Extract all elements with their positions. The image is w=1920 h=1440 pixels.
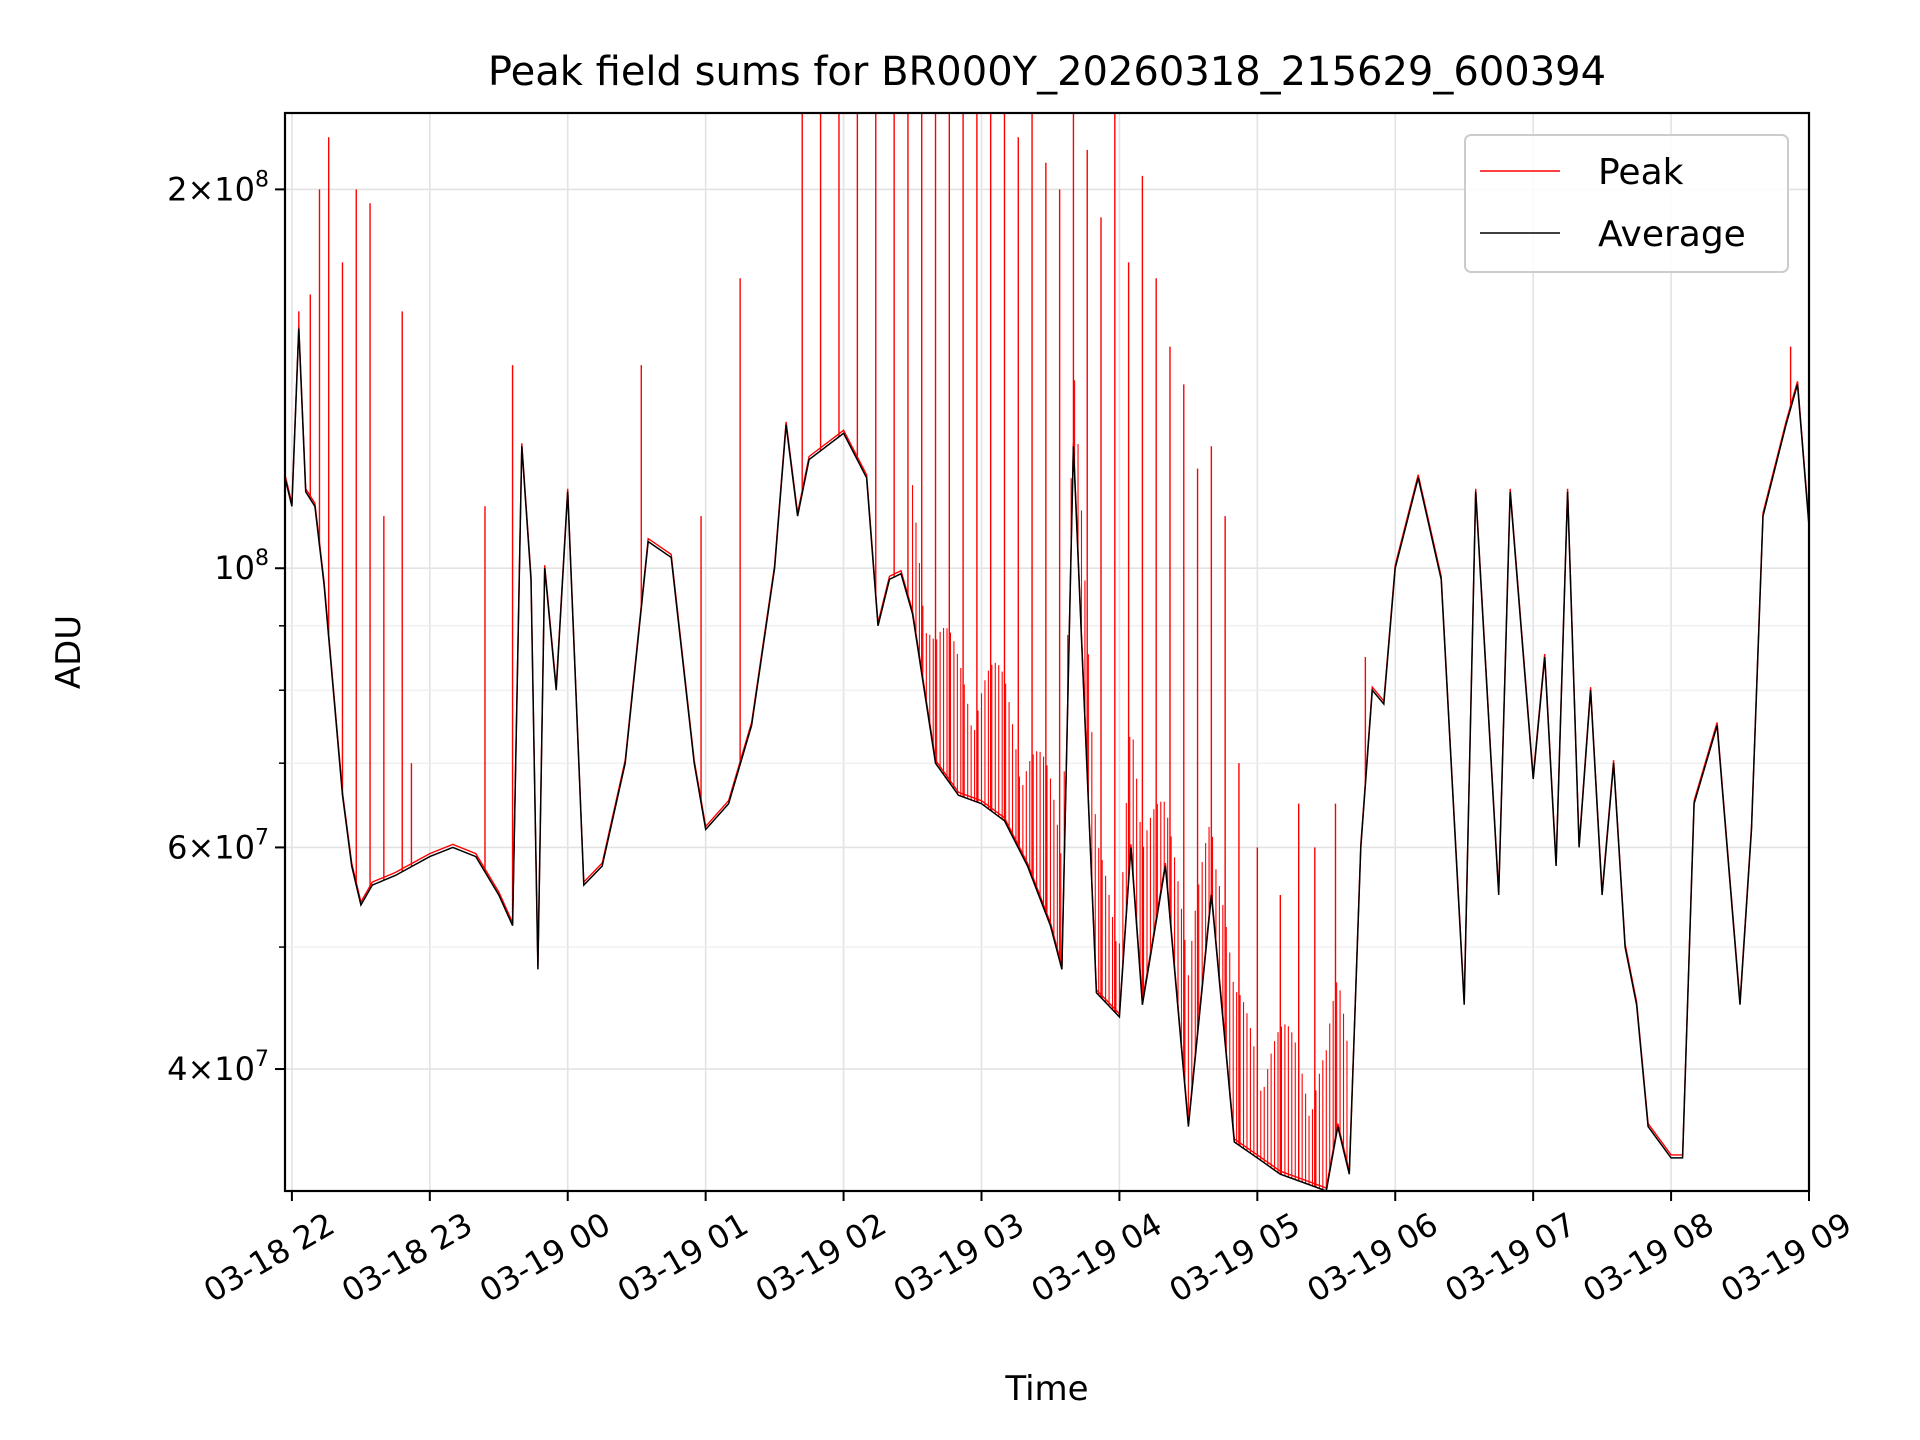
legend-box <box>1464 134 1789 273</box>
average-series-line <box>285 328 1809 1191</box>
chart-title: Peak field sums for BR000Y_20260318_2156… <box>488 49 1606 95</box>
y-tick-label: 4×107 <box>167 1047 269 1088</box>
y-tick-label: 2×108 <box>167 167 269 208</box>
legend-peak-label: Peak <box>1598 152 1684 193</box>
series-layer <box>285 113 1809 1191</box>
x-axis-label: Time <box>1004 1369 1088 1409</box>
y-tick-label: 6×107 <box>167 825 269 866</box>
grid-lines <box>285 113 1810 1191</box>
legend-average-label: Average <box>1598 214 1746 255</box>
plot-frame <box>283 111 1811 1193</box>
y-axis-label: ADU <box>49 615 89 689</box>
legend: Peak Average <box>1464 134 1789 273</box>
y-tick-label: 108 <box>214 546 269 587</box>
y-axis-ticks: 4×107 6×107 108 2×108 <box>167 167 285 1088</box>
